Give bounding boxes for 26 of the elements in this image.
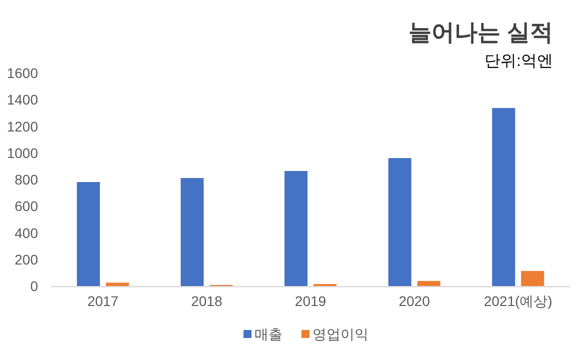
bar bbox=[180, 178, 204, 286]
bar bbox=[106, 282, 129, 286]
y-tick-label: 400 bbox=[14, 224, 38, 241]
y-tick-label: 800 bbox=[14, 172, 38, 188]
legend-label: 영업이익 bbox=[312, 326, 368, 342]
bar bbox=[388, 158, 412, 286]
y-tick-label: 1000 bbox=[6, 144, 38, 161]
y-tick-label: 200 bbox=[14, 251, 38, 268]
y-tick-label: 1400 bbox=[6, 92, 38, 108]
x-tick-label: 2017 bbox=[87, 293, 119, 309]
bar bbox=[76, 182, 100, 286]
y-tick-label: 600 bbox=[14, 198, 38, 214]
y-tick-label: 0 bbox=[30, 278, 38, 294]
bar bbox=[492, 108, 516, 286]
legend-label: 매출 bbox=[254, 326, 282, 342]
bar bbox=[521, 270, 544, 286]
x-tick-label: 2018 bbox=[191, 293, 222, 309]
chart-subtitle: 단위:억엔 bbox=[484, 53, 553, 70]
x-tick-label: 2019 bbox=[294, 293, 326, 309]
chart-title: 늘어나는 실적 bbox=[408, 19, 553, 45]
y-tick-label: 1200 bbox=[6, 118, 38, 134]
x-tick-label: 2020 bbox=[398, 293, 430, 309]
bar bbox=[417, 280, 440, 286]
y-tick-label: 1600 bbox=[6, 65, 38, 81]
bar bbox=[284, 170, 308, 286]
x-tick-label: 2021(예상) bbox=[484, 293, 552, 309]
